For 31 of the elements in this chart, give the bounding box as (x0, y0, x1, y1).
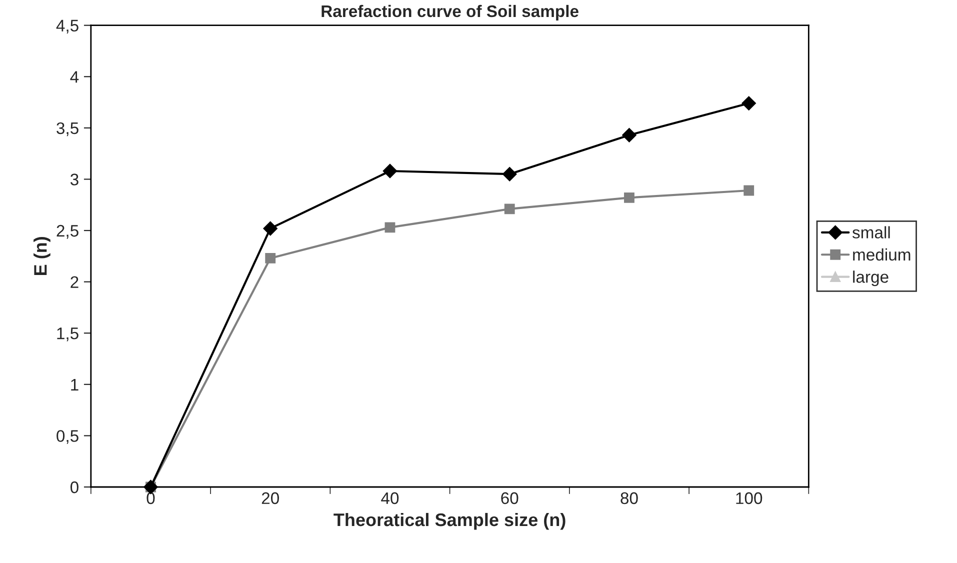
y-tick-label: 0,5 (56, 430, 78, 444)
point (624, 192, 634, 203)
x-tick-label: 60 (501, 492, 518, 504)
y-tick-label: 2 (70, 276, 78, 288)
y-tick-label: 0 (70, 481, 78, 494)
point (265, 253, 276, 264)
legend-label: large (853, 270, 888, 286)
point (744, 185, 754, 196)
y-tick-label: 3,5 (56, 122, 78, 136)
point (382, 164, 398, 178)
y-axis-title: E (n) (34, 237, 50, 276)
y-tick-label: 1,5 (57, 328, 78, 342)
y-tick-label: 4,5 (56, 20, 78, 34)
legend-label: medium (853, 248, 910, 261)
point (504, 204, 515, 214)
x-tick-label: 20 (262, 492, 279, 504)
y-tick-label: 1 (71, 378, 78, 390)
point (622, 128, 636, 142)
point (384, 222, 396, 233)
x-axis-title: Theoratical Sample size (n) (334, 512, 566, 530)
legend-label: small (852, 226, 890, 238)
point (742, 96, 756, 110)
x-tick-label: 100 (736, 492, 762, 504)
x-tick-label: 80 (620, 492, 638, 504)
y-tick-label: 2,5 (56, 224, 78, 239)
chart-title: Rarefaction curve of Soil sample (322, 4, 578, 20)
point (263, 221, 278, 236)
x-tick-label: 40 (381, 492, 399, 504)
y-tick-label: 3 (70, 174, 78, 186)
point (502, 167, 517, 182)
y-tick-label: 4 (70, 71, 79, 83)
